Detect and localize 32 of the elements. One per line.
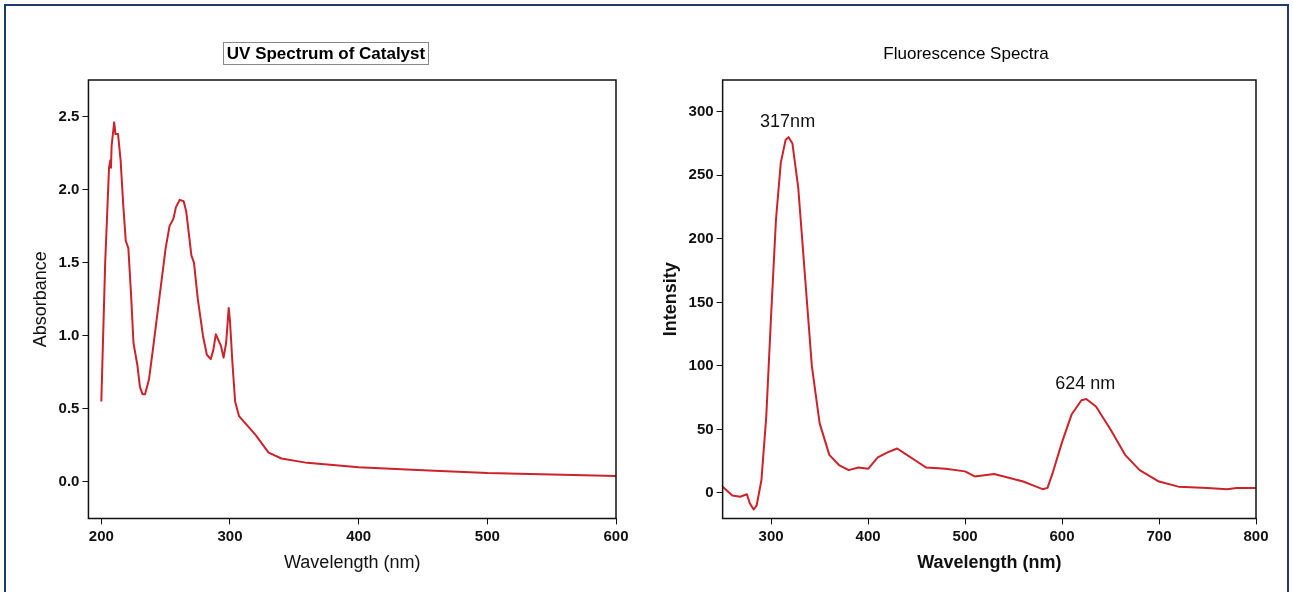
x-tick-label: 600	[603, 526, 629, 544]
y-tick-label: 2.0	[58, 179, 80, 197]
x-tick-label: 700	[1146, 526, 1172, 544]
chart-title: Fluorescence Spectra	[882, 43, 1050, 64]
y-tick-label: 300	[688, 101, 714, 119]
x-tick-label: 300	[217, 526, 243, 544]
x-tick-label: 300	[758, 526, 784, 544]
annotation: 624 nm	[1055, 372, 1116, 393]
y-tick-label: 250	[688, 165, 714, 183]
annotation: 317nm	[760, 111, 816, 132]
y-tick-label: 0.5	[58, 398, 80, 416]
x-tick-label: 400	[855, 526, 881, 544]
x-tick-label: 500	[952, 526, 978, 544]
y-tick-label: 100	[688, 356, 714, 374]
x-axis-title: Wavelength (nm)	[284, 552, 421, 573]
x-tick-label: 200	[88, 526, 114, 544]
y-tick-label: 0.0	[58, 472, 80, 490]
y-axis-title: Intensity	[659, 262, 680, 337]
x-tick-label: 600	[1049, 526, 1075, 544]
y-tick-label: 1.0	[58, 325, 80, 343]
y-axis-title: Absorbance	[29, 251, 50, 348]
y-tick-label: 150	[688, 292, 714, 310]
y-tick-label: 2.5	[58, 106, 80, 124]
y-tick-label: 200	[688, 228, 714, 246]
x-axis-title: Wavelength (nm)	[917, 552, 1062, 573]
y-tick-label: 1.5	[58, 252, 80, 270]
y-tick-label: 50	[696, 419, 714, 437]
y-tick-label: 0	[705, 483, 714, 501]
chart-title: UV Spectrum of Catalyst	[222, 42, 430, 65]
x-tick-label: 400	[346, 526, 372, 544]
x-tick-label: 800	[1243, 526, 1269, 544]
x-tick-label: 500	[474, 526, 500, 544]
